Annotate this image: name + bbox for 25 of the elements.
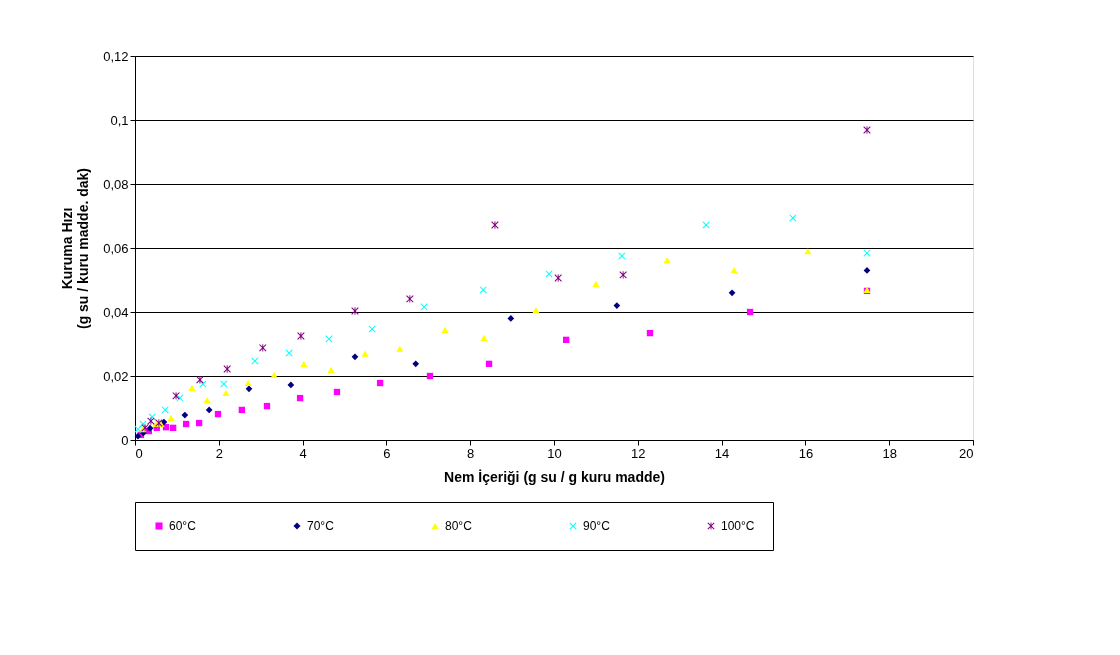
legend-label: 70°C	[307, 519, 335, 533]
y-tick-label: 0	[121, 432, 129, 448]
legend-label: 90°C	[583, 519, 611, 533]
y-tick-label: 0,12	[103, 48, 129, 64]
x-tick-label: 6	[383, 445, 391, 461]
y-tick-label: 0,04	[103, 304, 129, 320]
x-tick-label: 4	[299, 445, 307, 461]
y-tick-label: 0,02	[103, 368, 129, 384]
x-tick-label: 14	[714, 445, 730, 461]
legend-label: 80°C	[445, 519, 473, 533]
x-tick-label: 8	[467, 445, 475, 461]
y-tick-label: 0,06	[103, 240, 129, 256]
x-tick-label: 0	[135, 445, 143, 461]
y-axis-title: Kuruma Hızı (g su / kuru madde. dak)	[59, 167, 92, 330]
x-axis-title: Nem İçeriği (g su / g kuru madde)	[444, 468, 665, 485]
x-tick-label: 20	[959, 445, 974, 461]
x-tick-label: 18	[882, 445, 897, 461]
legend-label: 60°C	[169, 519, 197, 533]
y-tick-label: 0,08	[103, 176, 129, 192]
x-tick-label: 16	[798, 445, 814, 461]
y-tick-label: 0,1	[110, 112, 129, 128]
x-tick-label: 10	[547, 445, 562, 461]
x-tick-label: 2	[215, 445, 223, 461]
x-tick-label: 12	[631, 445, 646, 461]
legend-label: 100°C	[721, 519, 755, 533]
